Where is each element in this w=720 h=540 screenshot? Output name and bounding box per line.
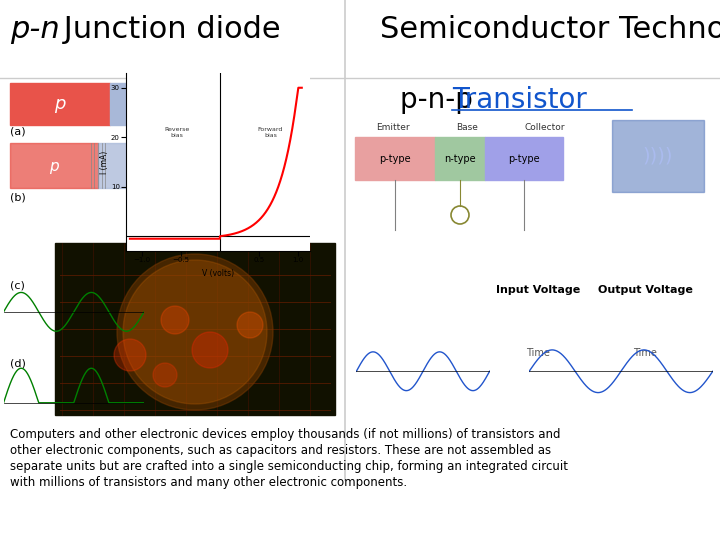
Text: other electronic components, such as capacitors and resistors. These are not ass: other electronic components, such as cap…: [10, 444, 551, 457]
Text: (a): (a): [10, 127, 26, 137]
Circle shape: [153, 363, 177, 387]
Text: Time: Time: [526, 348, 550, 358]
Text: n: n: [159, 95, 171, 113]
Bar: [435, 137, 485, 180]
Circle shape: [114, 339, 146, 371]
X-axis label: V (volts): V (volts): [202, 269, 234, 278]
Text: p-type: p-type: [508, 154, 540, 164]
Text: p-type: p-type: [379, 154, 411, 164]
Text: p: p: [54, 95, 66, 113]
Text: Computers and other electronic devices employ thousands (if not millions) of tra: Computers and other electronic devices e…: [10, 428, 560, 441]
Text: Base: Base: [456, 123, 478, 132]
Circle shape: [237, 312, 263, 338]
Circle shape: [117, 254, 273, 410]
Text: Junction diode: Junction diode: [54, 16, 281, 44]
Text: separate units but are crafted into a single semiconducting chip, forming an int: separate units but are crafted into a si…: [10, 460, 568, 473]
Text: Transistor: Transistor: [452, 86, 587, 114]
Text: Forward
bias: Forward bias: [258, 127, 283, 138]
Text: Time: Time: [633, 348, 657, 358]
Circle shape: [123, 260, 267, 404]
Text: (d): (d): [10, 358, 26, 368]
Text: (b): (b): [10, 192, 26, 202]
Text: Output Voltage: Output Voltage: [598, 285, 693, 295]
Text: (c): (c): [10, 280, 25, 290]
Bar: [612, 120, 704, 192]
Text: Reverse
bias: Reverse bias: [164, 127, 189, 138]
Text: semiconducting chip: semiconducting chip: [153, 238, 283, 251]
Text: Emitter: Emitter: [376, 123, 410, 132]
Circle shape: [161, 306, 189, 334]
Text: n: n: [133, 159, 143, 173]
Text: Input Voltage: Input Voltage: [496, 285, 580, 295]
Bar: [98, 143, 178, 188]
Bar: [355, 137, 435, 180]
Text: Semiconductor Technology: Semiconductor Technology: [380, 16, 720, 44]
Bar: [10, 143, 98, 188]
Text: p-n-p: p-n-p: [400, 86, 482, 114]
Bar: [110, 83, 220, 125]
Text: p: p: [49, 159, 59, 173]
Text: p-n: p-n: [10, 16, 60, 44]
Bar: [55, 243, 335, 415]
Text: )))): )))): [643, 146, 673, 165]
Text: with millions of transistors and many other electronic components.: with millions of transistors and many ot…: [10, 476, 407, 489]
Text: Collector: Collector: [525, 123, 565, 132]
Text: n-type: n-type: [444, 154, 476, 164]
Y-axis label: I (mA): I (mA): [100, 150, 109, 174]
Bar: [10, 83, 110, 125]
Bar: [485, 137, 563, 180]
Circle shape: [192, 332, 228, 368]
